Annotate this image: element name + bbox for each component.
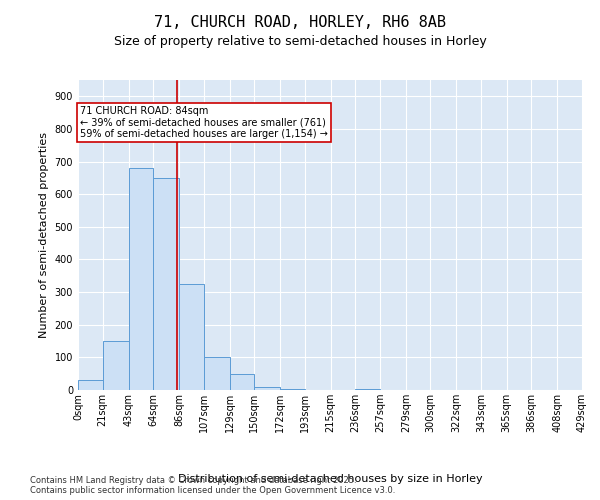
Bar xyxy=(103,341,128,390)
Bar xyxy=(254,386,280,390)
Text: 71 CHURCH ROAD: 84sqm
← 39% of semi-detached houses are smaller (761)
59% of sem: 71 CHURCH ROAD: 84sqm ← 39% of semi-deta… xyxy=(80,106,328,140)
Bar xyxy=(204,358,230,390)
Text: Contains HM Land Registry data © Crown copyright and database right 2025.
Contai: Contains HM Land Registry data © Crown c… xyxy=(30,476,395,495)
Text: 71, CHURCH ROAD, HORLEY, RH6 8AB: 71, CHURCH ROAD, HORLEY, RH6 8AB xyxy=(154,15,446,30)
Bar xyxy=(355,389,380,390)
Bar xyxy=(153,178,179,390)
Bar xyxy=(280,389,305,390)
Bar xyxy=(78,380,103,390)
Y-axis label: Number of semi-detached properties: Number of semi-detached properties xyxy=(39,132,49,338)
Bar xyxy=(128,168,153,390)
X-axis label: Distribution of semi-detached houses by size in Horley: Distribution of semi-detached houses by … xyxy=(178,474,482,484)
Bar xyxy=(179,284,204,390)
Text: Size of property relative to semi-detached houses in Horley: Size of property relative to semi-detach… xyxy=(113,35,487,48)
Bar xyxy=(230,374,254,390)
